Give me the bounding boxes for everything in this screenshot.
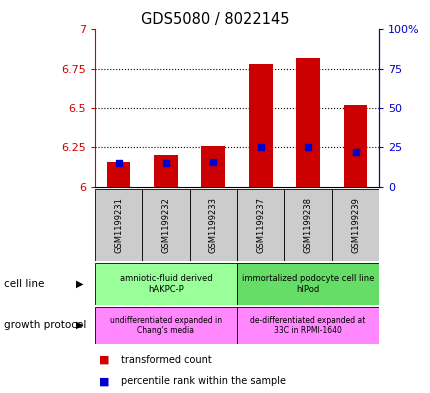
Bar bbox=[95, 307, 237, 344]
Bar bbox=[95, 263, 237, 305]
Text: growth protocol: growth protocol bbox=[4, 320, 86, 330]
Bar bbox=[189, 189, 236, 261]
Text: de-differentiated expanded at
33C in RPMI-1640: de-differentiated expanded at 33C in RPM… bbox=[250, 316, 365, 335]
Text: immortalized podocyte cell line
hIPod: immortalized podocyte cell line hIPod bbox=[241, 274, 374, 294]
Text: GDS5080 / 8022145: GDS5080 / 8022145 bbox=[141, 12, 289, 27]
Text: GSM1199232: GSM1199232 bbox=[161, 197, 170, 253]
Bar bbox=[249, 64, 272, 187]
Text: ▶: ▶ bbox=[76, 320, 83, 330]
Text: GSM1199238: GSM1199238 bbox=[303, 197, 312, 253]
Text: amniotic-fluid derived
hAKPC-P: amniotic-fluid derived hAKPC-P bbox=[120, 274, 212, 294]
Bar bbox=[142, 189, 189, 261]
Text: ▶: ▶ bbox=[76, 279, 83, 289]
Bar bbox=[284, 189, 331, 261]
Text: transformed count: transformed count bbox=[120, 354, 211, 365]
Bar bbox=[343, 105, 366, 187]
Text: undifferentiated expanded in
Chang's media: undifferentiated expanded in Chang's med… bbox=[110, 316, 221, 335]
Bar bbox=[107, 162, 130, 187]
Text: GSM1199239: GSM1199239 bbox=[350, 197, 359, 253]
Text: ■: ■ bbox=[99, 354, 109, 365]
Bar bbox=[95, 189, 142, 261]
Text: ■: ■ bbox=[99, 376, 109, 386]
Text: GSM1199233: GSM1199233 bbox=[209, 197, 217, 253]
Bar bbox=[237, 263, 378, 305]
Bar bbox=[237, 307, 378, 344]
Bar bbox=[296, 58, 319, 187]
Bar bbox=[154, 155, 177, 187]
Text: percentile rank within the sample: percentile rank within the sample bbox=[120, 376, 285, 386]
Bar bbox=[237, 189, 284, 261]
Bar bbox=[331, 189, 378, 261]
Text: GSM1199231: GSM1199231 bbox=[114, 197, 123, 253]
Bar bbox=[201, 146, 225, 187]
Text: cell line: cell line bbox=[4, 279, 45, 289]
Text: GSM1199237: GSM1199237 bbox=[256, 197, 264, 253]
